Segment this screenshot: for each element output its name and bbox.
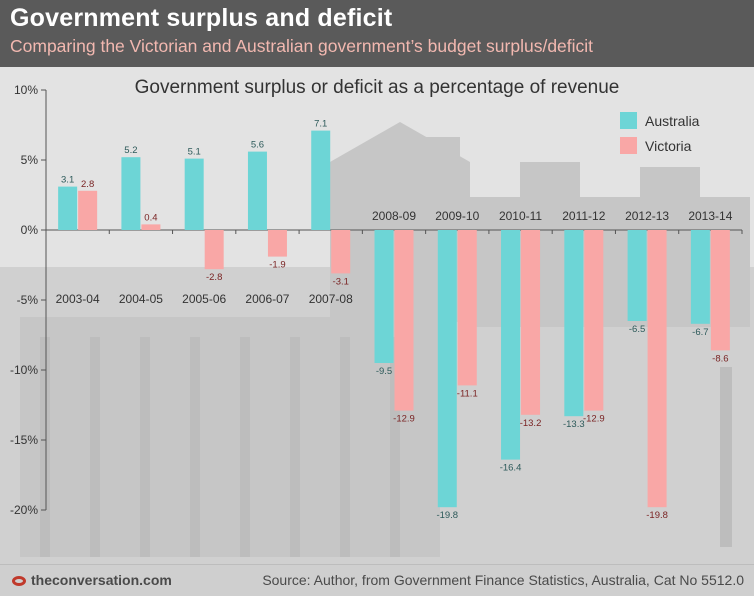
x-tick-label: 2006-07 [245, 292, 289, 306]
data-label: -8.6 [712, 353, 728, 364]
data-label: -13.2 [520, 418, 542, 429]
bar-victoria-2008-09 [394, 230, 414, 411]
data-label: 0.4 [144, 212, 157, 223]
page-subtitle: Comparing the Victorian and Australian g… [10, 36, 594, 56]
y-tick-label: -10% [10, 363, 38, 377]
bar-victoria-2011-12 [584, 230, 604, 411]
bar-australia-2009-10 [437, 230, 457, 508]
data-label: -1.9 [269, 260, 285, 271]
bar-australia-2005-06 [184, 158, 204, 230]
bar-victoria-2010-11 [521, 230, 541, 415]
bar-australia-2012-13 [627, 230, 647, 321]
legend-label-australia: Australia [645, 113, 700, 129]
y-tick-label: 10% [14, 83, 38, 97]
x-tick-label: 2013-14 [688, 209, 732, 223]
y-tick-label: -15% [10, 433, 38, 447]
y-tick-label: 5% [21, 153, 39, 167]
data-label: -11.1 [457, 388, 478, 399]
data-label: -6.5 [629, 324, 645, 335]
conversation-logo-icon [12, 576, 26, 586]
bar-victoria-2006-07 [267, 230, 287, 257]
data-label: 5.1 [188, 147, 201, 158]
bar-australia-2011-12 [564, 230, 584, 417]
legend-label-victoria: Victoria [645, 138, 692, 154]
data-label: 5.6 [251, 140, 264, 151]
data-label: -2.8 [206, 272, 222, 283]
bar-victoria-2005-06 [204, 230, 224, 270]
x-tick-label: 2004-05 [119, 292, 163, 306]
bar-victoria-2004-05 [141, 224, 161, 230]
bar-victoria-2003-04 [78, 190, 98, 230]
x-tick-label: 2007-08 [309, 292, 353, 306]
page-title: Government surplus and deficit [10, 4, 393, 32]
bar-australia-2004-05 [121, 157, 141, 230]
data-label: 7.1 [314, 119, 327, 130]
brand[interactable]: theconversation.com [12, 572, 172, 588]
data-label: -9.5 [376, 366, 392, 377]
chart-area: 10% 5% 0% -5% -10% -15% -20% 3.1 2.8 2003-04 5.2 0… [0, 67, 754, 564]
x-tick-label: 2010-11 [499, 209, 542, 223]
bar-australia-2007-08 [311, 130, 331, 230]
data-label: -12.9 [393, 414, 415, 425]
bar-australia-2003-04 [58, 186, 78, 230]
brand-text: theconversation.com [31, 572, 172, 588]
data-label: -19.8 [436, 510, 458, 521]
footer-bar: theconversation.com Source: Author, from… [0, 564, 754, 596]
legend-swatch-australia [620, 112, 637, 129]
source-note: Source: Author, from Government Finance … [262, 572, 744, 588]
data-label: -16.4 [500, 463, 522, 474]
bar-australia-2013-14 [690, 230, 710, 324]
data-label: -3.1 [333, 276, 349, 287]
data-label: -12.9 [583, 414, 605, 425]
x-tick-label: 2008-09 [372, 209, 416, 223]
y-tick-label: -5% [17, 293, 39, 307]
bar-victoria-2007-08 [331, 230, 351, 274]
bar-victoria-2013-14 [710, 230, 730, 351]
chart: 10% 5% 0% -5% -10% -15% -20% 3.1 2.8 2003-04 5.2 0… [10, 83, 743, 521]
data-label: 5.2 [124, 145, 137, 156]
x-tick-label: 2012-13 [625, 209, 669, 223]
data-label: 2.8 [81, 179, 94, 190]
x-tick-label: 2009-10 [435, 209, 479, 223]
bar-australia-2010-11 [501, 230, 521, 460]
x-tick-label: 2003-04 [56, 292, 100, 306]
header-bar: Government surplus and deficit Comparing… [0, 0, 754, 67]
chart-title: Government surplus or deficit as a perce… [134, 77, 620, 98]
bar-victoria-2009-10 [457, 230, 477, 386]
legend-swatch-victoria [620, 137, 637, 154]
x-tick-label: 2011-12 [562, 209, 605, 223]
x-tick-label: 2005-06 [182, 292, 226, 306]
y-tick-label: 0% [21, 223, 39, 237]
data-label: -19.8 [646, 510, 668, 521]
data-label: -6.7 [692, 327, 708, 338]
bar-australia-2008-09 [374, 230, 394, 363]
bar-victoria-2012-13 [647, 230, 667, 508]
y-tick-label: -20% [10, 503, 38, 517]
data-label: -13.3 [563, 419, 585, 430]
data-label: 3.1 [61, 175, 74, 186]
bar-australia-2006-07 [247, 151, 267, 230]
